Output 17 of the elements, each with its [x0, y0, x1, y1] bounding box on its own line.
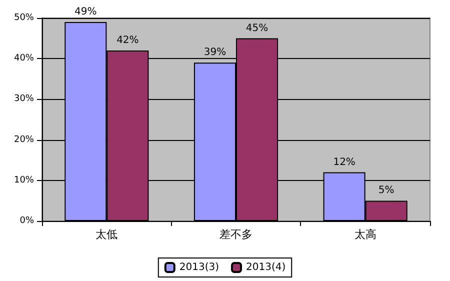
- y-tick-label: 0%: [20, 216, 34, 226]
- y-tick-label: 10%: [14, 175, 34, 186]
- x-tick-label: 差不多: [220, 228, 252, 241]
- x-tick-label: 太低: [96, 228, 118, 241]
- data-label: 49%: [74, 6, 97, 18]
- data-label: 45%: [246, 22, 268, 34]
- legend-label: 2013(4): [246, 262, 286, 273]
- data-label: 12%: [333, 156, 356, 168]
- legend-label: 2013(3): [179, 262, 220, 273]
- y-tick-label: 30%: [14, 94, 34, 104]
- x-tick-label: 太高: [354, 228, 376, 241]
- y-tick-label: 20%: [14, 134, 34, 145]
- data-label: 42%: [116, 34, 139, 46]
- data-label: 5%: [378, 185, 394, 196]
- y-tick-label: 40%: [14, 54, 34, 64]
- y-tick-label: 50%: [14, 13, 34, 23]
- data-label: 39%: [204, 47, 226, 58]
